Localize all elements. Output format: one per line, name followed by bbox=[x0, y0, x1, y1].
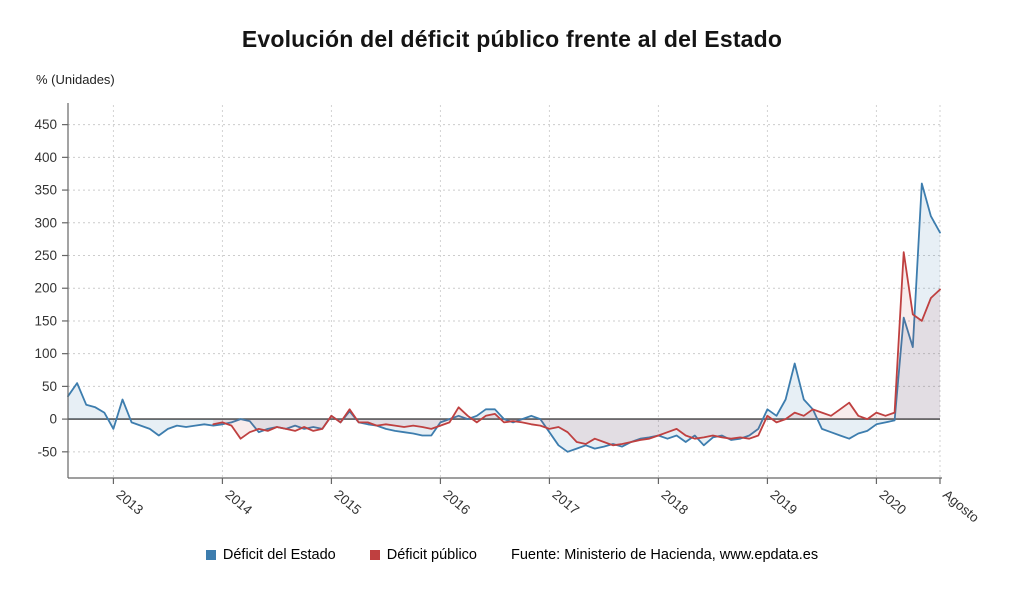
svg-text:350: 350 bbox=[34, 183, 57, 198]
legend-swatch-estado bbox=[205, 550, 216, 560]
svg-text:150: 150 bbox=[34, 313, 57, 328]
chart-title: Evolución del déficit público frente al … bbox=[241, 26, 783, 52]
svg-text:50: 50 bbox=[42, 379, 57, 394]
svg-text:250: 250 bbox=[34, 248, 57, 263]
source-text: Fuente: Ministerio de Hacienda, www.epda… bbox=[511, 547, 819, 563]
svg-text:2020: 2020 bbox=[876, 487, 909, 518]
series-line-1 bbox=[212, 251, 941, 447]
svg-text:2016: 2016 bbox=[440, 487, 473, 518]
svg-text:200: 200 bbox=[34, 281, 57, 296]
svg-text:-50: -50 bbox=[37, 444, 57, 459]
series-line-0 bbox=[67, 182, 941, 453]
svg-text:2017: 2017 bbox=[549, 487, 582, 518]
legend: Déficit del Estado Déficit público Fuent… bbox=[0, 547, 1024, 563]
svg-text:2013: 2013 bbox=[113, 487, 146, 518]
legend-item-deficit-publico[interactable]: Déficit público bbox=[369, 547, 477, 563]
svg-text:0: 0 bbox=[49, 412, 57, 427]
h-gridlines bbox=[68, 124, 940, 453]
legend-item-deficit-estado[interactable]: Déficit del Estado bbox=[205, 547, 336, 563]
svg-text:2018: 2018 bbox=[658, 487, 691, 518]
legend-swatch-publico bbox=[369, 550, 380, 560]
series-area-0 bbox=[68, 183, 940, 452]
svg-text:Agosto: Agosto bbox=[940, 487, 982, 526]
svg-text:2015: 2015 bbox=[331, 487, 364, 518]
svg-text:450: 450 bbox=[34, 117, 57, 132]
legend-label-estado: Déficit del Estado bbox=[222, 547, 336, 563]
svg-text:2014: 2014 bbox=[222, 487, 255, 518]
y-tick-labels: -50 0 50 100 150 200 250 300 350 400 450 bbox=[34, 117, 68, 459]
legend-label-publico: Déficit público bbox=[386, 547, 477, 563]
svg-text:2019: 2019 bbox=[767, 487, 800, 518]
svg-text:300: 300 bbox=[34, 215, 57, 230]
x-tick-labels: 2013 2014 2015 2016 2017 2018 2019 2020 Agosto bbox=[112, 478, 982, 526]
svg-text:100: 100 bbox=[34, 346, 57, 361]
svg-text:400: 400 bbox=[34, 150, 57, 165]
y-axis-unit-label: % (Unidades) bbox=[36, 72, 115, 87]
series-area-1 bbox=[213, 252, 941, 446]
